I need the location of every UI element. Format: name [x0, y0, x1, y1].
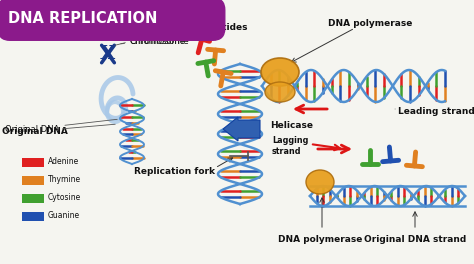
Text: Guanine: Guanine [48, 211, 80, 220]
Text: Lagging
strand: Lagging strand [272, 136, 309, 156]
Text: X: X [100, 45, 116, 63]
Text: Chromosome: Chromosome [121, 36, 186, 45]
Ellipse shape [261, 58, 299, 86]
Text: DNA polymerase: DNA polymerase [278, 234, 362, 243]
Text: Cytosine: Cytosine [48, 194, 81, 202]
Text: Original DNA: Original DNA [2, 126, 68, 135]
Ellipse shape [265, 82, 295, 102]
Text: Helicase: Helicase [270, 121, 313, 130]
Text: Leading strand: Leading strand [398, 107, 474, 116]
Bar [22, 158, 44, 167]
Ellipse shape [306, 170, 334, 194]
Text: Free nucleotides: Free nucleotides [163, 22, 247, 31]
Bar [22, 176, 44, 185]
Text: Thymine: Thymine [48, 176, 81, 185]
Text: DNA polymerase: DNA polymerase [328, 20, 412, 29]
Text: Original DNA strand: Original DNA strand [364, 234, 466, 243]
FancyArrow shape [223, 117, 260, 141]
Text: Chromosome: Chromosome [130, 36, 190, 45]
Text: DNA REPLICATION: DNA REPLICATION [8, 11, 157, 26]
Text: Replication fork: Replication fork [135, 167, 216, 177]
Bar [22, 194, 44, 203]
FancyBboxPatch shape [0, 0, 225, 40]
Bar [22, 212, 44, 221]
Text: Original DNA: Original DNA [5, 119, 117, 134]
Text: Adenine: Adenine [48, 158, 79, 167]
